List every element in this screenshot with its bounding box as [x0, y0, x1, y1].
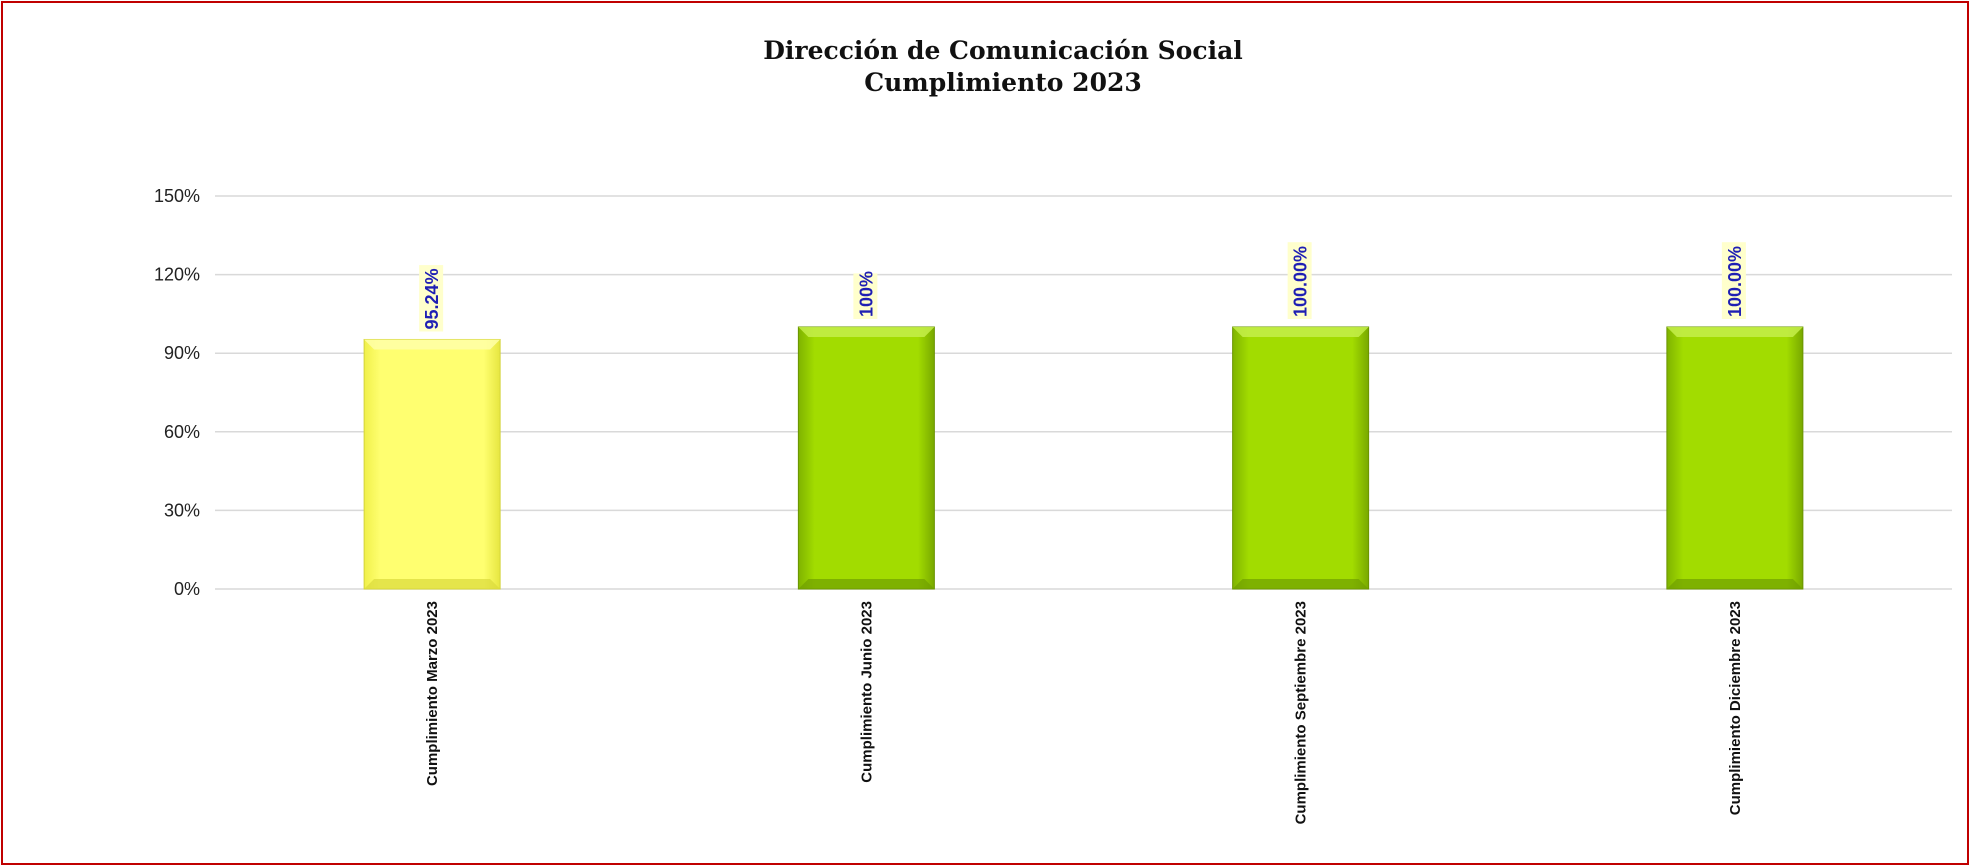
y-tick-label: 0%	[174, 579, 200, 599]
chart-subtitle: Cumplimiento 2023	[864, 68, 1142, 97]
bar	[1232, 326, 1370, 590]
category-label: Cumplimiento Junio 2023	[858, 601, 875, 783]
y-tick-label: 150%	[154, 186, 200, 206]
gridlines	[215, 195, 1952, 590]
svg-text:100.00%: 100.00%	[1725, 246, 1745, 317]
data-labels: 95.24% 100% 100.00% 100.00%	[419, 242, 1746, 332]
svg-text:100.00%: 100.00%	[1291, 246, 1311, 317]
category-label: Cumplimiento Diciembre 2023	[1727, 601, 1744, 815]
svg-text:100%: 100%	[856, 271, 876, 317]
y-tick-label: 30%	[164, 500, 200, 520]
y-tick-label: 60%	[164, 422, 200, 442]
data-label: 100%	[853, 271, 878, 319]
bars	[363, 326, 1804, 590]
bar	[363, 338, 501, 590]
svg-text:95.24%: 95.24%	[422, 268, 442, 329]
y-axis-ticks: 0% 30% 60% 90% 120% 150%	[154, 186, 200, 599]
bar	[1666, 326, 1804, 590]
category-label: Cumplimiento Septiembre 2023	[1293, 601, 1310, 824]
data-label: 100.00%	[1287, 242, 1312, 319]
data-label: 95.24%	[419, 265, 444, 332]
category-label: Cumplimiento Marzo 2023	[424, 601, 441, 786]
data-label: 100.00%	[1721, 242, 1746, 319]
category-labels: Cumplimiento Marzo 2023 Cumplimiento Juni…	[424, 601, 1744, 824]
chart-title: Dirección de Comunicación Social	[763, 36, 1243, 65]
bar	[797, 326, 935, 590]
y-tick-label: 90%	[164, 343, 200, 363]
y-tick-label: 120%	[154, 265, 200, 285]
